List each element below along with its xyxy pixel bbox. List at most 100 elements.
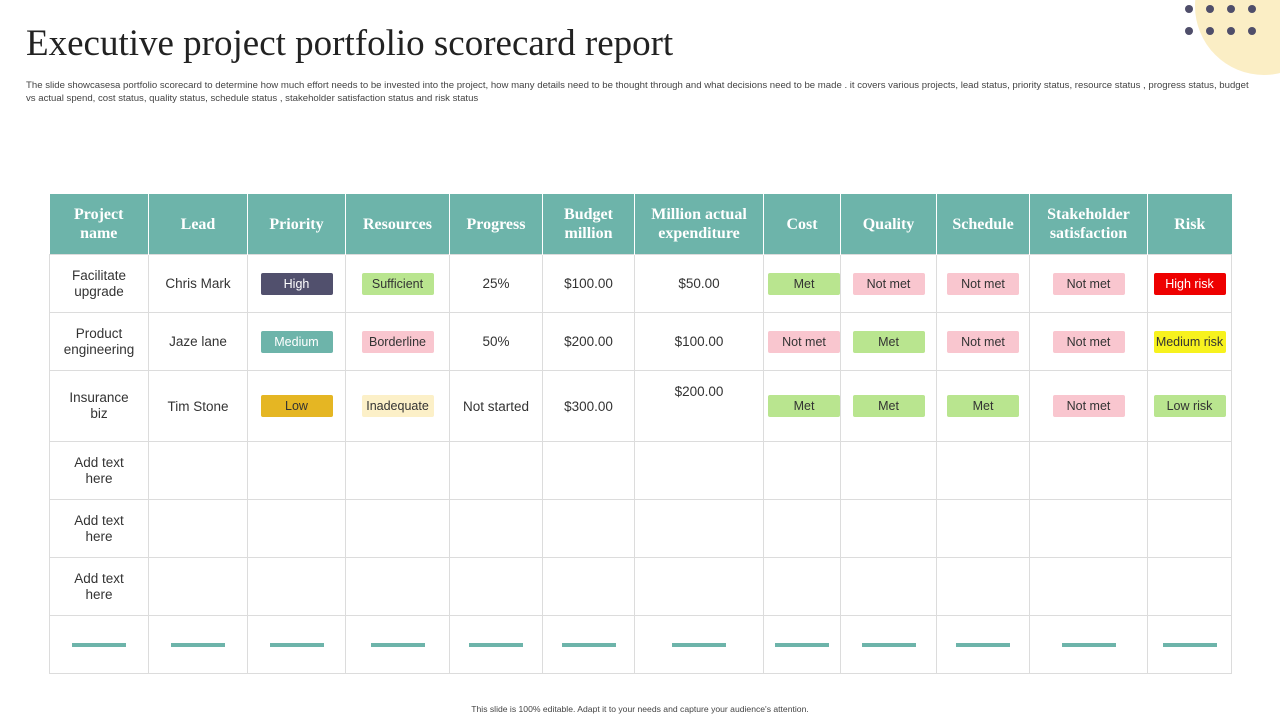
resources-status-badge: Sufficient (361, 272, 434, 295)
slide-description: The slide showcasesa portfolio scorecard… (26, 80, 1249, 104)
column-accent-bar (370, 642, 425, 647)
cell-progress (449, 499, 543, 558)
cell-schedule (936, 557, 1030, 616)
scorecard-table: Project name Lead Priority Resources Progres… (49, 194, 1232, 674)
cell-progress: 25% (449, 254, 543, 313)
cell-stakeholder: Not met (1029, 254, 1148, 313)
project-text: Add text here (74, 512, 124, 544)
cell-budget (542, 557, 635, 616)
column-header-lead: Lead (148, 194, 248, 255)
cell-stakeholder (1029, 557, 1148, 616)
cost-status-badge: Met (768, 272, 840, 295)
cell-priority: Low (247, 370, 346, 442)
priority-status-badge: High (260, 272, 333, 295)
cell-progress (449, 557, 543, 616)
column-accent-cell (840, 615, 937, 674)
column-header-stakeholder-satisfaction: Stakeholder satisfaction (1029, 194, 1148, 255)
cell-schedule (936, 499, 1030, 558)
cell-priority (247, 499, 346, 558)
cell-actual (634, 557, 764, 616)
column-accent-bar (269, 642, 324, 647)
quality-status-badge: Not met (852, 272, 925, 295)
lead-text: Jaze lane (169, 334, 227, 349)
cell-stakeholder (1029, 499, 1148, 558)
cell-actual: $50.00 (634, 254, 764, 313)
column-accent-bar (561, 642, 616, 647)
cell-resources (345, 557, 450, 616)
cell-project: Facilitate upgrade (49, 254, 149, 313)
cell-priority (247, 441, 346, 500)
column-accent-bar (72, 642, 126, 647)
cell-budget: $200.00 (542, 312, 635, 371)
column-header-priority: Priority (247, 194, 346, 255)
table-row: Product engineering Jaze lane Medium Border… (49, 312, 1232, 371)
quality-status-badge: Met (852, 395, 925, 417)
schedule-status-badge: Met (947, 395, 1019, 417)
cell-risk (1147, 499, 1232, 558)
risk-status-badge: High risk (1153, 272, 1226, 295)
column-accent-bar (1162, 642, 1217, 647)
cell-lead: Tim Stone (148, 370, 248, 442)
cell-schedule (936, 441, 1030, 500)
priority-status-badge: Low (260, 395, 333, 417)
column-header-project-name: Project name (49, 194, 149, 255)
column-accent-bar (956, 642, 1010, 647)
cell-stakeholder: Not met (1029, 312, 1148, 371)
slide-footer: This slide is 100% editable. Adapt it to… (471, 704, 809, 714)
column-accent-row (49, 615, 1232, 674)
cell-cost: Met (763, 370, 841, 442)
column-accent-cell (247, 615, 346, 674)
cost-status-badge: Not met (768, 330, 840, 353)
stakeholder-status-badge: Not met (1052, 395, 1125, 417)
cell-risk: Low risk (1147, 370, 1232, 442)
actual-text: $50.00 (678, 276, 720, 291)
cell-project: Add text here (49, 499, 149, 558)
cell-lead: Chris Mark (148, 254, 248, 313)
cell-cost: Not met (763, 312, 841, 371)
cell-actual: $200.00 (634, 370, 764, 442)
table-row: Facilitate upgrade Chris Mark High Sufficie… (49, 254, 1232, 313)
column-header-progress: Progress (449, 194, 543, 255)
project-text: Facilitate upgrade (71, 267, 127, 299)
project-text: Add text here (74, 570, 124, 602)
cell-stakeholder: Not met (1029, 370, 1148, 442)
project-text: Add text here (74, 454, 124, 486)
cell-priority: Medium (247, 312, 346, 371)
column-header-resources: Resources (345, 194, 450, 255)
cell-risk: High risk (1147, 254, 1232, 313)
cell-schedule: Met (936, 370, 1030, 442)
column-accent-cell (634, 615, 764, 674)
table-header-row: Project name Lead Priority Resources Progres… (49, 194, 1232, 255)
cell-cost (763, 499, 841, 558)
risk-status-badge: Medium risk (1153, 330, 1226, 353)
cost-status-badge: Met (768, 395, 840, 417)
decorative-dot-grid (1185, 5, 1256, 41)
cell-priority: High (247, 254, 346, 313)
cell-resources (345, 499, 450, 558)
resources-status-badge: Inadequate (361, 395, 434, 417)
table-row: Add text here (49, 499, 1232, 558)
lead-text: Chris Mark (165, 276, 231, 291)
cell-actual (634, 499, 764, 558)
cell-resources: Borderline (345, 312, 450, 371)
actual-text: $200.00 (674, 384, 724, 399)
stakeholder-status-badge: Not met (1052, 272, 1125, 295)
actual-text: $100.00 (674, 334, 724, 349)
column-header-risk: Risk (1147, 194, 1232, 255)
column-header-cost: Cost (763, 194, 841, 255)
column-header-quality: Quality (840, 194, 937, 255)
cell-project: Insurance biz (49, 370, 149, 442)
column-accent-bar (672, 642, 726, 647)
progress-text: 25% (482, 276, 510, 291)
budget-text: $100.00 (564, 276, 613, 291)
cell-lead (148, 499, 248, 558)
progress-text: Not started (462, 398, 530, 414)
cell-progress: Not started (449, 370, 543, 442)
cell-priority (247, 557, 346, 616)
column-accent-cell (449, 615, 543, 674)
cell-quality (840, 441, 937, 500)
cell-schedule: Not met (936, 254, 1030, 313)
table-row: Insurance biz Tim Stone Low Inadequate Not s… (49, 370, 1232, 442)
column-accent-bar (469, 642, 523, 647)
column-accent-bar (1061, 642, 1116, 647)
